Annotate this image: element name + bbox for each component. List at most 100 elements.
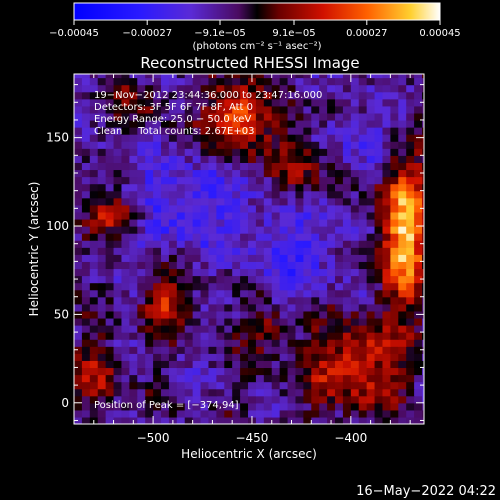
heatmap-cell (161, 148, 170, 156)
heatmap-cell (287, 98, 297, 107)
heatmap-cell (192, 261, 202, 270)
y-axis-label: Heliocentric Y (arcsec) (27, 182, 41, 317)
heatmap-cell (137, 204, 146, 213)
heatmap-cell (382, 353, 391, 361)
heatmap-cell (113, 374, 123, 383)
heatmap-cell (232, 226, 241, 234)
heatmap-cell (279, 169, 289, 178)
heatmap-cell (137, 141, 146, 149)
heatmap-cell (335, 176, 344, 185)
heatmap-cell (240, 134, 249, 142)
heatmap-cell (216, 374, 225, 383)
heatmap-cell (342, 346, 352, 354)
heatmap-cell (224, 388, 233, 397)
heatmap-cell (129, 261, 138, 270)
heatmap-cell (184, 91, 194, 100)
heatmap-cell (192, 339, 202, 347)
heatmap-cell (350, 197, 360, 206)
heatmap-cell (390, 346, 399, 354)
heatmap-cell (327, 346, 336, 354)
heatmap-cell (303, 127, 312, 135)
heatmap-cell (200, 77, 210, 86)
heatmap-cell (366, 339, 376, 347)
heatmap-cell (232, 374, 241, 383)
heatmap-cell (240, 218, 249, 227)
heatmap-cell (113, 360, 123, 369)
heatmap-cell (311, 176, 320, 185)
heatmap-cell (129, 119, 138, 128)
heatmap-cell (350, 84, 360, 93)
heatmap-cell (327, 367, 336, 376)
heatmap-cell (97, 388, 107, 397)
heatmap-cell (208, 176, 217, 185)
heatmap-cell (406, 240, 415, 248)
heatmap-cell (161, 339, 170, 347)
heatmap-cell (216, 296, 225, 305)
heatmap-cell (224, 74, 233, 79)
y-tick-label: 0 (61, 396, 69, 410)
heatmap-cell (208, 190, 217, 199)
heatmap-cell (398, 317, 407, 326)
heatmap-cell (176, 303, 186, 312)
heatmap-cell (161, 261, 170, 270)
heatmap-cell (248, 261, 257, 270)
heatmap-cell (153, 162, 162, 171)
heatmap-cell (374, 289, 384, 298)
heatmap-cell (342, 162, 352, 171)
heatmap-cell (81, 416, 91, 424)
heatmap-cell (200, 388, 210, 397)
heatmap-cell (382, 105, 391, 114)
heatmap-cell (129, 91, 138, 100)
heatmap-cell (287, 360, 297, 369)
heatmap-cell (240, 226, 249, 234)
heatmap-cell (216, 119, 225, 128)
heatmap-cell (295, 226, 304, 234)
heatmap-cell (176, 77, 186, 86)
heatmap-cell (319, 84, 328, 93)
heatmap-cell (406, 183, 415, 192)
heatmap-cell (366, 190, 376, 199)
heatmap-cell (200, 233, 210, 241)
heatmap-cell (113, 275, 123, 284)
heatmap-cell (414, 303, 423, 312)
heatmap-cell (406, 353, 415, 361)
heatmap-cell (263, 169, 273, 178)
heatmap-cell (137, 190, 146, 199)
heatmap-cell (342, 247, 352, 255)
heatmap-cell (350, 218, 360, 227)
heatmap-cell (287, 169, 297, 178)
heatmap-cell (192, 374, 202, 383)
heatmap-cell (350, 296, 360, 305)
heatmap-cell (382, 282, 391, 291)
heatmap-cell (137, 388, 146, 397)
heatmap-cell (390, 84, 399, 93)
heatmap-cell (263, 346, 273, 354)
heatmap-cell (398, 409, 407, 418)
heatmap-cell (121, 176, 130, 185)
heatmap-cell (422, 127, 424, 135)
heatmap-cell (422, 218, 424, 227)
heatmap-cell (406, 395, 415, 404)
heatmap-cell (81, 226, 91, 234)
heatmap-cell (390, 360, 399, 369)
heatmap-cell (382, 74, 391, 79)
heatmap-cell (335, 402, 344, 411)
heatmap-cell (271, 339, 281, 347)
heatmap-cell (390, 127, 399, 135)
heatmap-cell (145, 381, 154, 390)
heatmap-cell (255, 381, 265, 390)
heatmap-cell (335, 268, 344, 277)
heatmap-cell (168, 303, 178, 312)
heatmap-cell (255, 134, 265, 142)
heatmap-cell (248, 119, 257, 128)
heatmap-cell (232, 176, 241, 185)
heatmap-cell (287, 409, 297, 418)
heatmap-cell (232, 353, 241, 361)
heatmap-cell (224, 183, 233, 192)
heatmap-cell (129, 169, 138, 178)
heatmap-cell (311, 98, 320, 107)
heatmap-cell (279, 233, 289, 241)
heatmap-cell (121, 289, 130, 298)
heatmap-cell (327, 127, 336, 135)
heatmap-cell (232, 155, 241, 163)
